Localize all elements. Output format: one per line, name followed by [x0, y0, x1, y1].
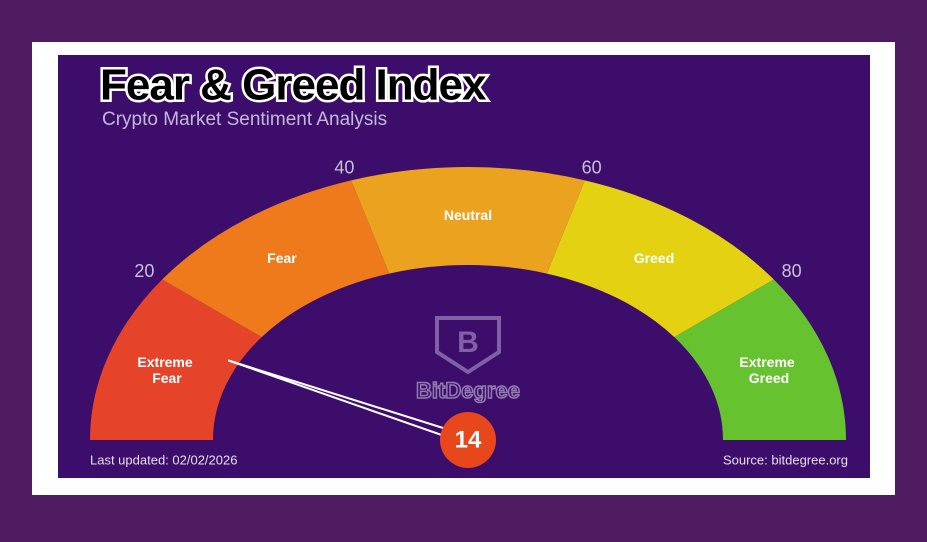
- chart-subtitle: Crypto Market Sentiment Analysis: [102, 109, 387, 130]
- segment-label: Extreme Greed: [739, 353, 798, 385]
- tick-label: 60: [582, 158, 602, 178]
- needle-hub: [440, 412, 496, 468]
- gauge-segment: [351, 167, 585, 274]
- watermark: BitDegree: [416, 378, 520, 403]
- segment-label: Extreme Fear: [137, 353, 196, 385]
- segment-label: Fear: [267, 249, 297, 265]
- chart-title: Fear & Greed Index: [100, 61, 487, 110]
- segment-label: Neutral: [444, 207, 492, 223]
- watermark-logo: B: [435, 316, 501, 375]
- svg-text:B: B: [457, 326, 479, 359]
- gauge-segment: [674, 279, 846, 440]
- last-updated: Last updated: 02/02/2026: [90, 452, 237, 467]
- segment-label: Greed: [634, 249, 674, 265]
- tick-label: 40: [334, 158, 354, 178]
- gauge-segment: [90, 279, 262, 440]
- source: Source: bitdegree.org: [723, 452, 848, 467]
- tick-label: 80: [782, 261, 802, 281]
- gauge-segment: [546, 180, 774, 338]
- gauge-segment: [162, 180, 390, 338]
- tick-label: 20: [134, 261, 154, 281]
- value-label: 14: [455, 426, 482, 453]
